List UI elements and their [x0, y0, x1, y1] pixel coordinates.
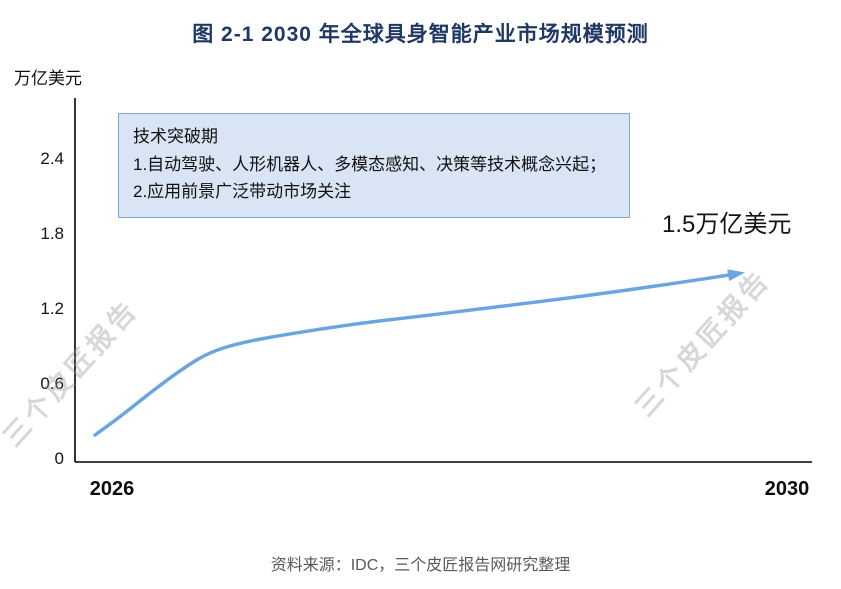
- y-tick-label: 1.2: [40, 299, 64, 318]
- callout-box: 技术突破期 1.自动驾驶、人形机器人、多模态感知、决策等技术概念兴起； 2.应用…: [118, 113, 630, 218]
- forecast-curve: [93, 273, 730, 437]
- end-value-label: 1.5万亿美元: [662, 211, 792, 238]
- callout-point-2: 2.应用前景广泛带动市场关注: [133, 182, 352, 202]
- callout-heading: 技术突破期: [133, 127, 218, 146]
- chart-title: 图 2-1 2030 年全球具身智能产业市场规模预测: [192, 23, 649, 46]
- y-tick-label: 0.6: [40, 374, 64, 393]
- y-axis-unit-label: 万亿美元: [14, 69, 82, 88]
- arrow-head-icon: [727, 269, 745, 281]
- x-tick-label: 2026: [89, 478, 135, 500]
- y-tick-label: 2.4: [40, 149, 64, 168]
- y-tick-label: 1.8: [40, 224, 64, 243]
- callout-point-1: 1.自动驾驶、人形机器人、多模态感知、决策等技术概念兴起；: [133, 154, 607, 174]
- source-note: 资料来源：IDC，三个皮匠报告网研究整理: [270, 557, 571, 574]
- x-tick-label: 2030: [764, 478, 810, 500]
- y-tick-label: 0: [54, 449, 64, 468]
